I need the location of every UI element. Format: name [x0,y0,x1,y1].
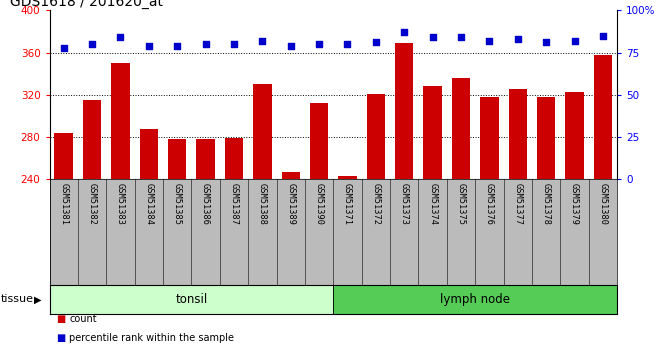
Bar [83,100,101,179]
Point [257,38,268,43]
Text: GSM51379: GSM51379 [570,183,579,225]
Point [172,43,182,49]
Point [58,45,69,50]
Point [512,36,523,42]
Point [86,41,98,47]
Point [569,38,579,43]
Text: GDS1618 / 201620_at: GDS1618 / 201620_at [10,0,163,9]
Bar [480,97,498,179]
Bar [140,129,158,179]
Text: GSM51382: GSM51382 [88,183,96,225]
Text: GSM51375: GSM51375 [457,183,465,225]
Bar [225,138,243,179]
Text: GSM51371: GSM51371 [343,183,352,225]
Text: GSM51387: GSM51387 [230,183,238,225]
Text: GSM51384: GSM51384 [145,183,153,225]
Bar [168,139,186,179]
Text: lymph node: lymph node [440,293,510,306]
Text: ▶: ▶ [34,294,42,304]
Text: GSM51383: GSM51383 [116,183,125,225]
Point [342,41,352,47]
Bar [594,55,612,179]
Text: GSM51378: GSM51378 [542,183,550,225]
Text: GSM51390: GSM51390 [315,183,323,225]
Point [314,41,324,47]
Point [143,43,154,49]
Text: GSM51377: GSM51377 [513,183,522,225]
Text: GSM51374: GSM51374 [428,183,437,225]
Point [455,34,466,40]
Bar [566,92,583,179]
Bar [197,139,214,179]
Text: GSM51372: GSM51372 [372,183,380,225]
Bar [333,285,617,314]
Bar [112,63,129,179]
Bar [452,78,470,179]
Text: GSM51385: GSM51385 [173,183,182,225]
Text: GSM51386: GSM51386 [201,183,210,225]
Bar [509,89,527,179]
Point [484,38,495,43]
Bar [339,176,356,179]
Bar [282,172,300,179]
Bar [50,285,333,314]
Text: GSM51388: GSM51388 [258,183,267,225]
Bar [537,97,555,179]
Point [427,34,438,40]
Text: count: count [69,314,97,324]
Point [115,34,125,40]
Text: ■: ■ [56,314,65,324]
Text: GSM51380: GSM51380 [599,183,607,225]
Point [285,43,296,49]
Point [370,40,381,45]
Point [200,41,211,47]
Bar [367,94,385,179]
Text: percentile rank within the sample: percentile rank within the sample [69,333,234,343]
Bar [253,84,271,179]
Point [541,40,551,45]
Bar [395,43,413,179]
Point [597,33,608,39]
Text: GSM51389: GSM51389 [286,183,295,225]
Text: ■: ■ [56,333,65,343]
Bar [424,87,442,179]
Text: GSM51381: GSM51381 [59,183,68,225]
Text: GSM51373: GSM51373 [400,183,409,225]
Bar [310,104,328,179]
Point [399,30,409,35]
Bar [55,133,73,179]
Text: tonsil: tonsil [176,293,207,306]
Point [228,41,239,47]
Text: GSM51376: GSM51376 [485,183,494,225]
Text: tissue: tissue [1,294,34,304]
